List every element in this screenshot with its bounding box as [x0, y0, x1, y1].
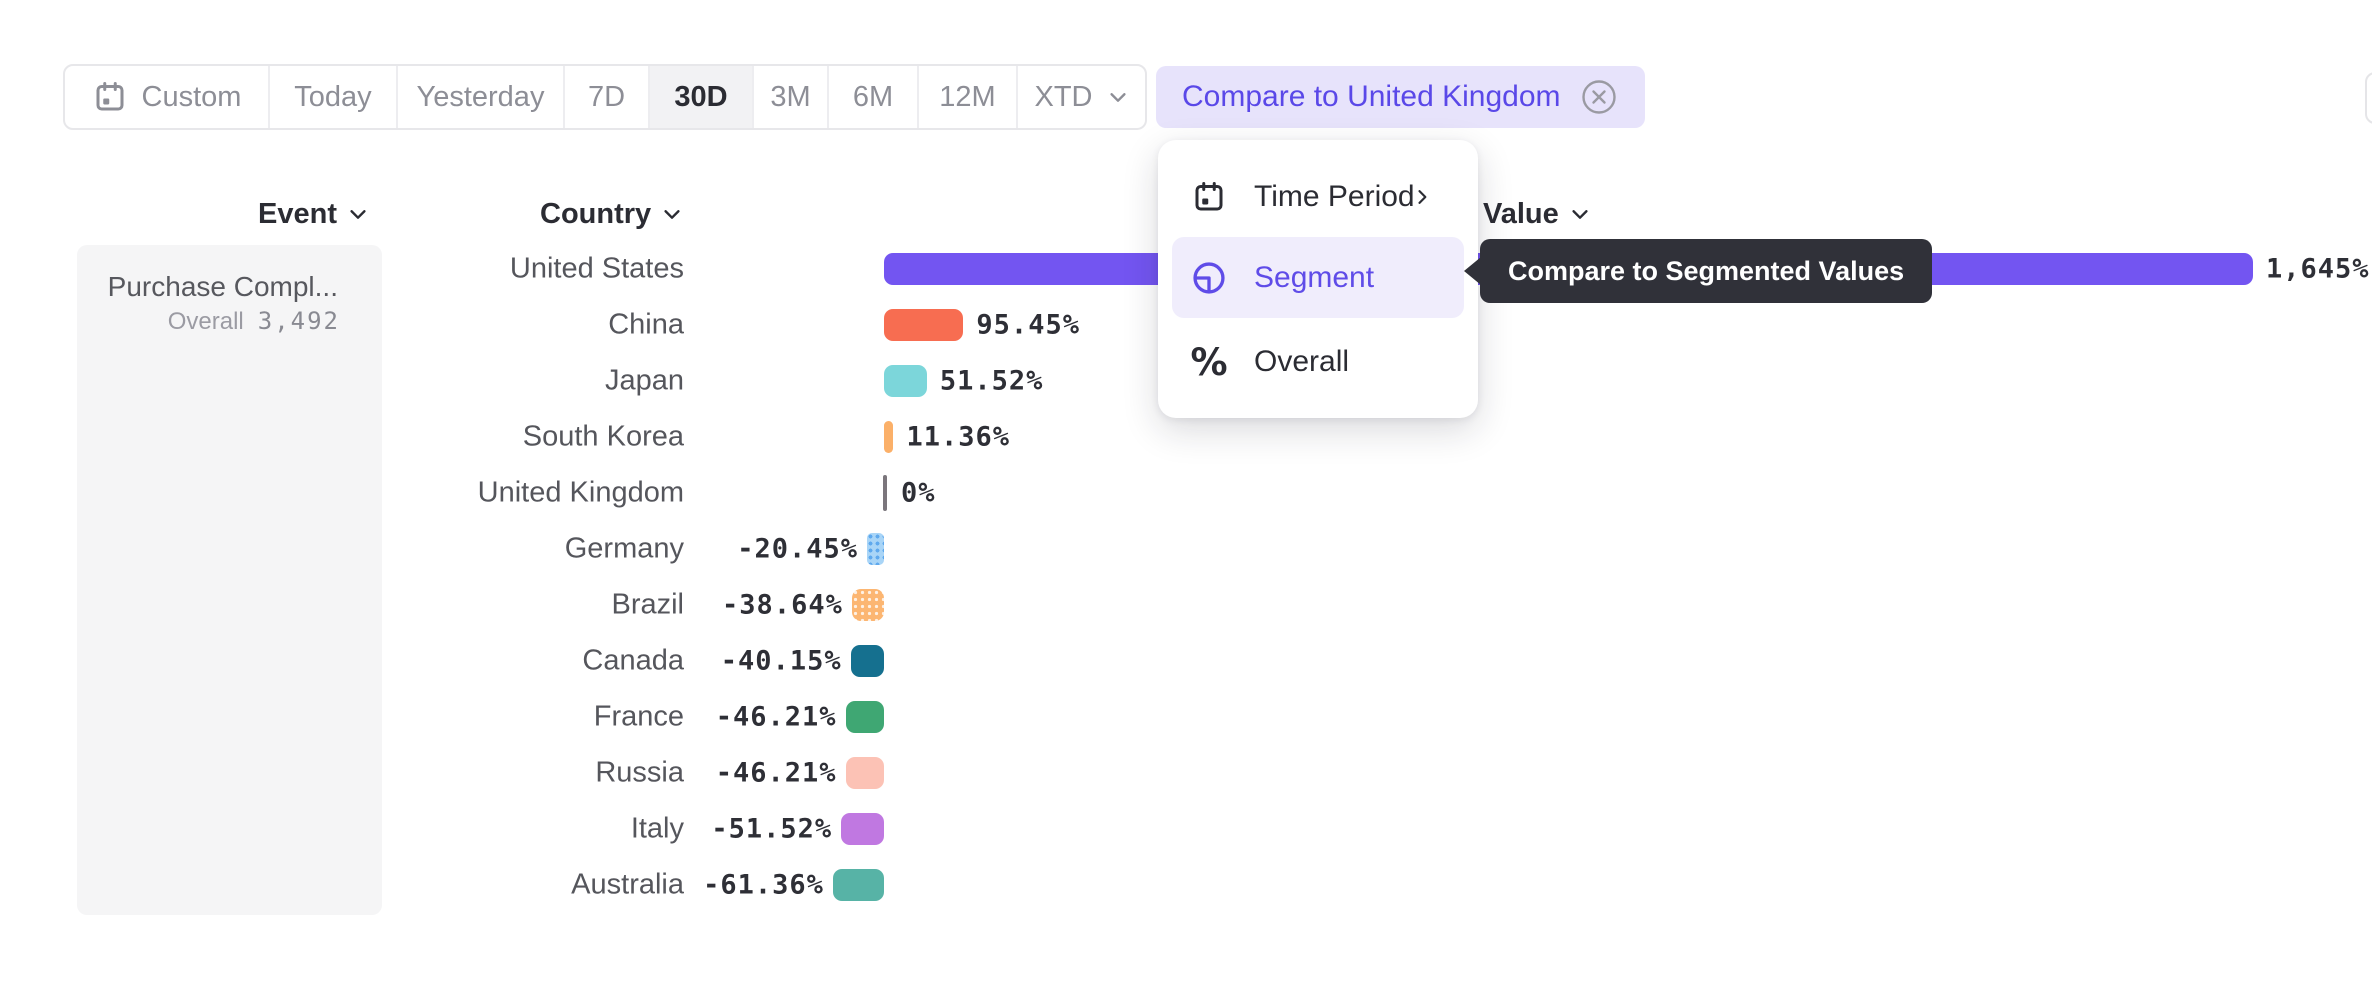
date-range-today[interactable]: Today — [270, 66, 398, 128]
calendar-icon — [92, 79, 128, 115]
segment-icon — [1190, 259, 1228, 297]
date-range-12m[interactable]: 12M — [919, 66, 1018, 128]
chevron-down-icon — [1107, 86, 1129, 108]
date-range-label: Today — [294, 80, 372, 113]
date-range-label: XTD — [1034, 80, 1093, 113]
value-header-label: Value — [1483, 197, 1559, 230]
country-label-united-states: United States — [509, 252, 684, 285]
value-label-australia: -61.36% — [703, 869, 824, 901]
bar-france[interactable] — [845, 701, 884, 733]
date-range-yesterday[interactable]: Yesterday — [398, 66, 565, 128]
menu-item-label: Overall — [1254, 345, 1350, 378]
column-header-country[interactable]: Country — [540, 198, 683, 230]
bar-south-korea[interactable] — [884, 421, 894, 453]
date-range-custom[interactable]: Custom — [65, 66, 270, 128]
country-label-france: France — [593, 700, 684, 733]
country-label-italy: Italy — [630, 812, 684, 845]
value-label-brazil: -38.64% — [722, 589, 843, 621]
value-label-united-kingdom: 0% — [901, 477, 936, 509]
calendar-icon — [1190, 179, 1228, 215]
tooltip: Compare to Segmented Values — [1480, 239, 1933, 303]
chevron-down-icon — [664, 210, 680, 219]
menu-item-label: Time Period — [1254, 180, 1415, 213]
value-label-italy: -51.52% — [711, 813, 833, 845]
event-overall-value: 3,492 — [257, 307, 340, 335]
country-label-south-korea: South Korea — [522, 420, 684, 453]
date-range-6m[interactable]: 6M — [829, 66, 919, 128]
bar-italy[interactable] — [841, 813, 884, 845]
country-label-brazil: Brazil — [611, 588, 684, 621]
country-label-russia: Russia — [595, 756, 684, 789]
compare-to-button[interactable]: Compare to United Kingdom — [1156, 66, 1645, 128]
chevron-right-icon — [1412, 187, 1432, 207]
country-label-united-kingdom: United Kingdom — [477, 476, 684, 509]
bar-canada[interactable] — [850, 645, 884, 677]
country-label-canada: Canada — [582, 644, 684, 677]
country-header-label: Country — [540, 197, 652, 230]
bar-united-kingdom — [883, 475, 887, 511]
compare-to-label: Compare to United Kingdom — [1182, 80, 1561, 113]
remove-comparison-icon[interactable] — [1579, 77, 1619, 117]
date-range-label: 30D — [674, 80, 728, 113]
chevron-down-icon — [1572, 210, 1588, 219]
bar-russia[interactable] — [845, 757, 884, 789]
bar-china[interactable] — [884, 309, 964, 341]
event-name: Purchase Compl... — [107, 271, 338, 302]
event-header-label: Event — [258, 197, 337, 230]
value-label-south-korea: 11.36% — [906, 421, 1010, 453]
value-label-france: -46.21% — [715, 701, 837, 733]
date-range-label: Yesterday — [416, 80, 545, 113]
date-range-3m[interactable]: 3M — [754, 66, 829, 128]
cutoff-button-fragment[interactable] — [2365, 72, 2372, 124]
date-range-label: 6M — [852, 80, 894, 113]
date-range-label: 12M — [939, 80, 996, 113]
country-label-australia: Australia — [571, 868, 684, 901]
country-label-germany: Germany — [564, 532, 684, 565]
country-label-china: China — [608, 308, 684, 341]
date-range-label: 3M — [770, 80, 811, 113]
value-label-germany: -20.45% — [737, 533, 858, 565]
chevron-down-icon — [350, 210, 366, 219]
value-label-united-states: 1,645% — [2266, 253, 2370, 285]
tooltip-text: Compare to Segmented Values — [1508, 255, 1905, 286]
bar-brazil[interactable] — [851, 589, 884, 621]
percent-icon: % — [1190, 340, 1228, 384]
value-label-russia: -46.21% — [715, 757, 837, 789]
percent-icon: % — [1190, 341, 1228, 384]
menu-item-label: Segment — [1254, 260, 1375, 294]
date-range-7d[interactable]: 7D — [565, 66, 650, 128]
bar-germany[interactable] — [866, 533, 884, 565]
bar-japan[interactable] — [884, 365, 927, 397]
date-range-xtd[interactable]: XTD — [1018, 66, 1145, 128]
menu-item-overall[interactable]: % Overall — [1172, 326, 1464, 398]
date-range-30d[interactable]: 30D — [650, 66, 754, 128]
event-cell[interactable]: Purchase Compl... Overall 3,492 — [77, 245, 382, 915]
value-label-japan: 51.52% — [939, 365, 1044, 397]
date-range-label: 7D — [587, 80, 626, 113]
value-label-canada: -40.15% — [720, 645, 842, 677]
menu-item-time-period[interactable]: Time Period — [1172, 166, 1464, 228]
column-header-event[interactable]: Event — [258, 198, 369, 230]
event-overall-label: Overall — [167, 308, 244, 335]
value-label-china: 95.45% — [976, 309, 1080, 341]
compare-options-menu: Time Period Segment% Overall — [1158, 140, 1478, 418]
column-header-value[interactable]: Value — [1483, 198, 1591, 230]
bar-australia[interactable] — [832, 869, 884, 901]
menu-item-segment[interactable]: Segment — [1172, 237, 1464, 318]
date-range-label: Custom — [141, 80, 242, 113]
country-label-japan: Japan — [604, 364, 684, 397]
date-range-toolbar: Custom Today Yesterday 7D 30D 3M 6M 12M XTD — [63, 64, 1147, 130]
